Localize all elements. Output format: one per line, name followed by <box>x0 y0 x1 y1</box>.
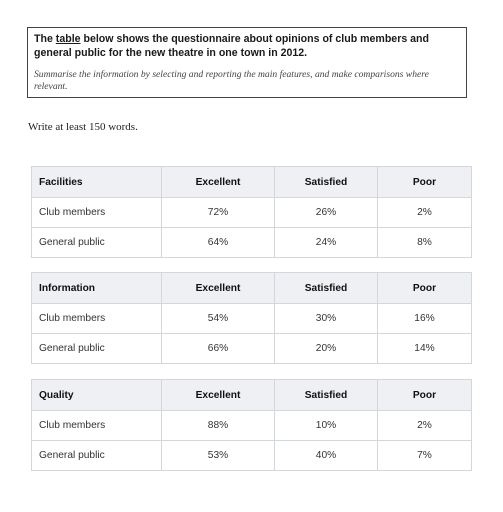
cell-excellent: 64% <box>161 227 275 258</box>
cell-satisfied: 20% <box>274 333 378 364</box>
cell-satisfied: 24% <box>274 227 378 258</box>
row-label: Club members <box>31 410 162 441</box>
table-row: Club members 72% 26% 2% <box>31 197 472 228</box>
cell-poor: 2% <box>377 410 472 441</box>
header-cell-poor: Poor <box>377 379 472 411</box>
header-cell-category: Quality <box>31 379 162 411</box>
header-cell-satisfied: Satisfied <box>274 272 378 304</box>
cell-excellent: 72% <box>161 197 275 228</box>
quality-table: Quality Excellent Satisfied Poor Club me… <box>31 379 472 471</box>
header-cell-category: Information <box>31 272 162 304</box>
row-label: Club members <box>31 303 162 334</box>
table-row: General public 66% 20% 14% <box>31 333 472 364</box>
cell-satisfied: 10% <box>274 410 378 441</box>
cell-satisfied: 30% <box>274 303 378 334</box>
row-label: Club members <box>31 197 162 228</box>
header-cell-excellent: Excellent <box>161 166 275 198</box>
table-header-row: Facilities Excellent Satisfied Poor <box>31 166 472 198</box>
cell-satisfied: 40% <box>274 440 378 471</box>
task-title: The table below shows the questionnaire … <box>34 32 460 60</box>
header-cell-poor: Poor <box>377 272 472 304</box>
task-title-rest: below shows the questionnaire about opin… <box>34 33 429 59</box>
table-row: General public 53% 40% 7% <box>31 440 472 471</box>
cell-excellent: 53% <box>161 440 275 471</box>
header-cell-poor: Poor <box>377 166 472 198</box>
row-label: General public <box>31 333 162 364</box>
table-row: Club members 88% 10% 2% <box>31 410 472 441</box>
cell-poor: 2% <box>377 197 472 228</box>
table-link[interactable]: table <box>55 33 81 45</box>
cell-poor: 14% <box>377 333 472 364</box>
task-prompt-box: The table below shows the questionnaire … <box>27 27 467 98</box>
word-count-instruction: Write at least 150 words. <box>28 121 138 133</box>
row-label: General public <box>31 227 162 258</box>
task-subtitle: Summarise the information by selecting a… <box>34 69 429 92</box>
cell-poor: 16% <box>377 303 472 334</box>
cell-excellent: 54% <box>161 303 275 334</box>
row-label: General public <box>31 440 162 471</box>
cell-excellent: 66% <box>161 333 275 364</box>
header-cell-satisfied: Satisfied <box>274 166 378 198</box>
table-header-row: Information Excellent Satisfied Poor <box>31 272 472 304</box>
header-cell-satisfied: Satisfied <box>274 379 378 411</box>
cell-poor: 8% <box>377 227 472 258</box>
header-cell-category: Facilities <box>31 166 162 198</box>
table-row: General public 64% 24% 8% <box>31 227 472 258</box>
cell-poor: 7% <box>377 440 472 471</box>
task-title-prefix: The <box>34 33 53 45</box>
table-row: Club members 54% 30% 16% <box>31 303 472 334</box>
facilities-table: Facilities Excellent Satisfied Poor Club… <box>31 166 472 258</box>
header-cell-excellent: Excellent <box>161 272 275 304</box>
header-cell-excellent: Excellent <box>161 379 275 411</box>
cell-excellent: 88% <box>161 410 275 441</box>
cell-satisfied: 26% <box>274 197 378 228</box>
table-header-row: Quality Excellent Satisfied Poor <box>31 379 472 411</box>
information-table: Information Excellent Satisfied Poor Clu… <box>31 272 472 364</box>
